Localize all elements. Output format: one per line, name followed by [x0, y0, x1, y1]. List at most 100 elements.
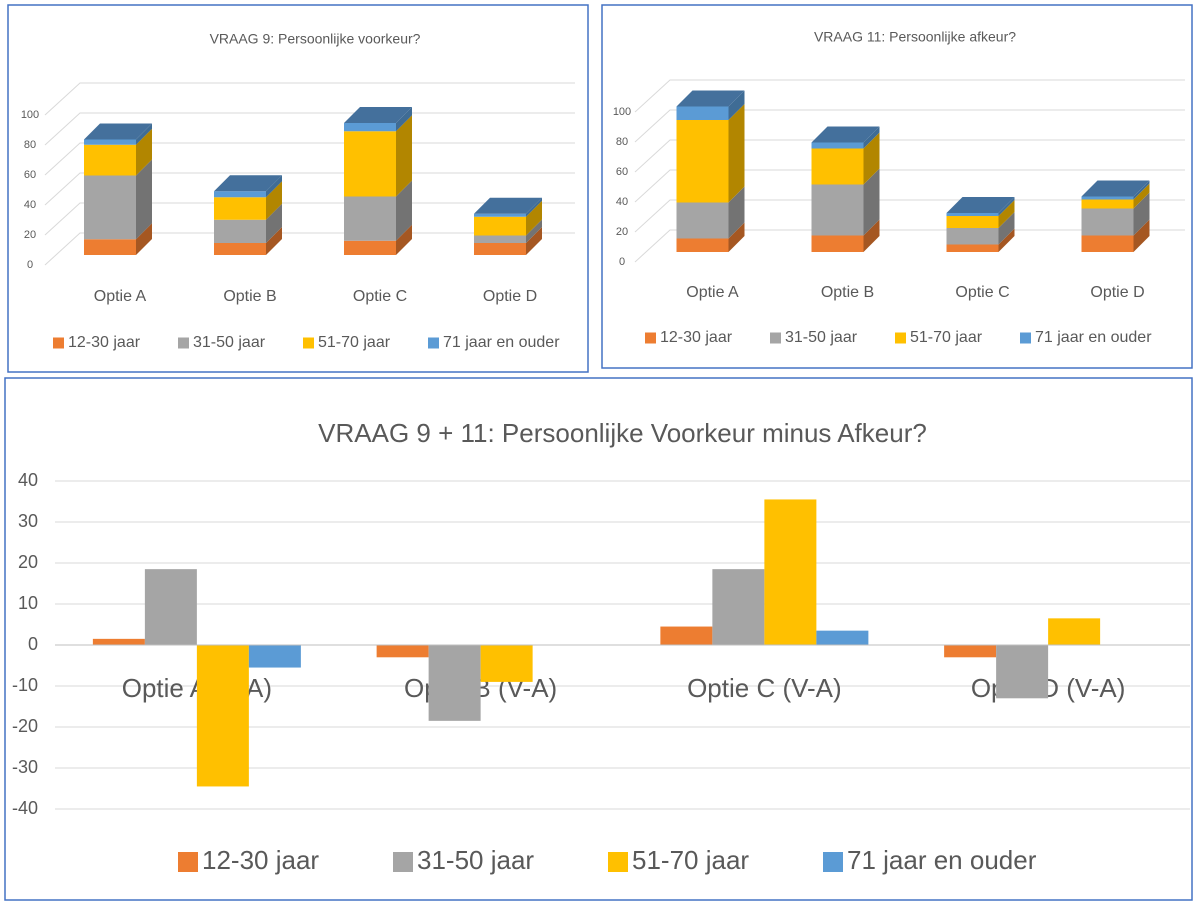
bar-side — [266, 181, 282, 220]
bar-top — [676, 90, 745, 107]
x-tick-label: Optie C — [353, 288, 407, 305]
bar — [1081, 199, 1134, 209]
grid-line — [634, 79, 1185, 113]
legend-swatch — [428, 337, 439, 349]
x-tick-label: Optie C (V-A) — [687, 673, 842, 703]
bar — [996, 645, 1049, 699]
y-tick-label: 0 — [619, 256, 625, 268]
bar — [344, 123, 396, 132]
bar — [1048, 618, 1101, 645]
bar-side — [396, 224, 412, 255]
bar-top — [1081, 180, 1150, 197]
legend-label: 71 jaar en ouder — [443, 334, 560, 351]
legend-label: 31-50 jaar — [417, 845, 534, 875]
bar — [474, 235, 526, 243]
bar-side — [266, 175, 282, 198]
bar — [84, 144, 136, 176]
bar-side — [266, 227, 282, 255]
y-tick-label: -40 — [12, 798, 38, 818]
bar — [811, 148, 864, 185]
bar — [811, 184, 864, 236]
legend-label: 31-50 jaar — [193, 334, 266, 351]
bar-side — [396, 107, 412, 132]
legend-swatch — [823, 852, 843, 872]
bar — [474, 213, 526, 217]
bar — [660, 626, 713, 645]
bar-side — [1133, 180, 1150, 200]
y-tick-label: 20 — [616, 226, 628, 238]
frame — [4, 377, 1193, 901]
bar — [84, 139, 136, 145]
legend-swatch — [608, 852, 628, 872]
bar — [946, 228, 999, 245]
bar — [474, 216, 526, 236]
bar — [214, 197, 266, 220]
chart-title: VRAAG 9 + 11: Persoonlijke Voorkeur minu… — [318, 418, 927, 448]
bar — [214, 191, 266, 198]
bar-side — [1133, 183, 1150, 209]
bar-side — [863, 132, 880, 185]
y-tick-label: 10 — [18, 593, 38, 613]
bar — [946, 213, 999, 216]
y-tick-label: -30 — [12, 757, 38, 777]
bar — [214, 243, 266, 255]
grid-line — [634, 139, 1185, 173]
bar-side — [396, 115, 412, 197]
bar-side — [728, 104, 745, 203]
bar-side — [863, 219, 880, 252]
chart-title: VRAAG 9: Persoonlijke voorkeur? — [210, 31, 421, 47]
bar — [344, 196, 396, 241]
bar — [1081, 196, 1134, 200]
frame — [601, 4, 1193, 369]
legend-label: 51-70 jaar — [632, 845, 749, 875]
bar-side — [1133, 192, 1150, 236]
bar-side — [136, 123, 152, 145]
legend-label: 12-30 jaar — [202, 845, 319, 875]
legend-swatch — [645, 332, 656, 344]
bar-side — [396, 180, 412, 241]
legend-swatch — [178, 852, 198, 872]
bar — [676, 202, 729, 239]
legend-label: 71 jaar en ouder — [847, 845, 1037, 875]
grid-line — [634, 169, 1185, 203]
bar-side — [526, 200, 542, 236]
y-tick-label: 20 — [18, 552, 38, 572]
legend-label: 12-30 jaar — [68, 334, 141, 351]
bar — [376, 645, 429, 658]
bar-top — [474, 197, 542, 214]
bar — [196, 645, 249, 787]
x-tick-label: Optie A — [686, 284, 739, 301]
bar-side — [266, 203, 282, 243]
bar — [946, 216, 999, 228]
x-tick-label: Optie B — [821, 284, 874, 301]
bar — [428, 645, 481, 721]
bar-side — [526, 219, 542, 243]
bar — [344, 131, 396, 197]
legend-label: 51-70 jaar — [318, 334, 391, 351]
bar — [946, 244, 999, 252]
legend-label: 12-30 jaar — [660, 329, 733, 346]
grid-line — [634, 109, 1185, 143]
legend-swatch — [393, 852, 413, 872]
bar — [811, 142, 864, 149]
y-tick-label: -20 — [12, 716, 38, 736]
bar-top — [344, 107, 412, 123]
bar-side — [1133, 219, 1150, 252]
y-tick-label: 60 — [616, 166, 628, 178]
bar-side — [526, 227, 542, 255]
legend-label: 31-50 jaar — [785, 329, 858, 346]
bar — [764, 499, 817, 645]
y-tick-label: 40 — [24, 199, 36, 211]
bar — [248, 645, 301, 668]
legend-swatch — [895, 332, 906, 344]
bar — [144, 569, 197, 645]
y-tick-label: 80 — [24, 139, 36, 151]
legend-swatch — [178, 337, 189, 349]
legend-swatch — [303, 337, 314, 349]
bar-side — [998, 228, 1015, 252]
y-tick-label: 0 — [27, 259, 33, 271]
legend-swatch — [1020, 332, 1031, 344]
bar-side — [863, 126, 880, 149]
